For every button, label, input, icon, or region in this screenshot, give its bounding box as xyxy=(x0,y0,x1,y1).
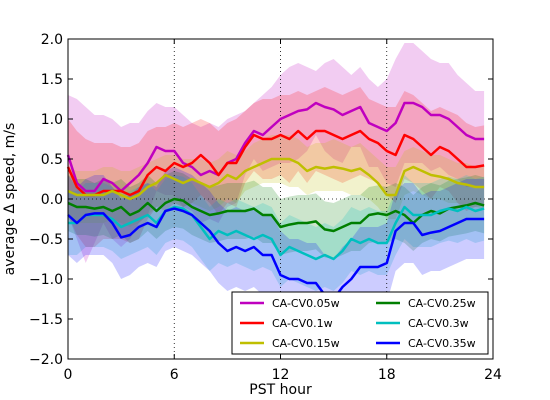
series-line-CA-CV0.35w xyxy=(67,207,485,301)
series-lines xyxy=(66,101,485,301)
legend-label-CA-CV0.25w: CA-CV0.25w xyxy=(408,297,476,310)
legend-label-CA-CV0.15w: CA-CV0.15w xyxy=(272,337,340,350)
y-tick-label: 1.5 xyxy=(41,72,63,88)
series-line-CA-CV0.15w xyxy=(67,157,485,201)
y-axis-label: average Δ speed, m/s xyxy=(2,123,18,276)
y-tick-label: −1.5 xyxy=(29,312,63,328)
legend: CA-CV0.05w CA-CV0.1w CA-CV0.15w CA-CV0.25w C… xyxy=(231,291,489,355)
y-tick-label: 1.0 xyxy=(41,112,63,128)
series-line-CA-CV0.25w xyxy=(67,197,485,233)
legend-label-CA-CV0.3w: CA-CV0.3w xyxy=(408,317,469,330)
legend-label-CA-CV0.1w: CA-CV0.1w xyxy=(272,317,333,330)
x-tick-label: 24 xyxy=(484,367,502,383)
x-tick-label: 0 xyxy=(64,367,73,383)
legend-box xyxy=(231,291,489,355)
x-axis-label: PST hour xyxy=(249,382,312,398)
band-CA-CV0.25w xyxy=(68,171,485,259)
x-tick-label: 6 xyxy=(170,367,179,383)
y-tick-label: −0.5 xyxy=(29,232,63,248)
y-tick-label: −2.0 xyxy=(29,352,63,368)
x-tick-label: 12 xyxy=(272,367,290,383)
band-CA-CV0.15w xyxy=(68,135,485,227)
legend-label-CA-CV0.35w: CA-CV0.35w xyxy=(408,337,476,350)
series-line-CA-CV0.3w xyxy=(68,205,485,261)
legend-label-CA-CV0.05w: CA-CV0.05w xyxy=(272,297,340,310)
band-CA-CV0.3w xyxy=(68,175,485,291)
y-tick-label: 0.5 xyxy=(41,152,63,168)
y-tick-label: −1.0 xyxy=(29,272,63,288)
band-CA-CV0.05w xyxy=(68,43,485,263)
axis-ticks: 0 6 12 18 24 −2.0 −1.5 −1.0 −0.5 0.0 0.5 1.0 1.5 2.0 xyxy=(29,32,502,383)
y-tick-label: 0.0 xyxy=(41,192,63,208)
x-tick-label: 18 xyxy=(378,367,396,383)
series-line-CA-CV0.05w xyxy=(66,101,485,193)
series-line-CA-CV0.1w xyxy=(66,129,485,197)
y-tick-label: 2.0 xyxy=(41,32,63,48)
